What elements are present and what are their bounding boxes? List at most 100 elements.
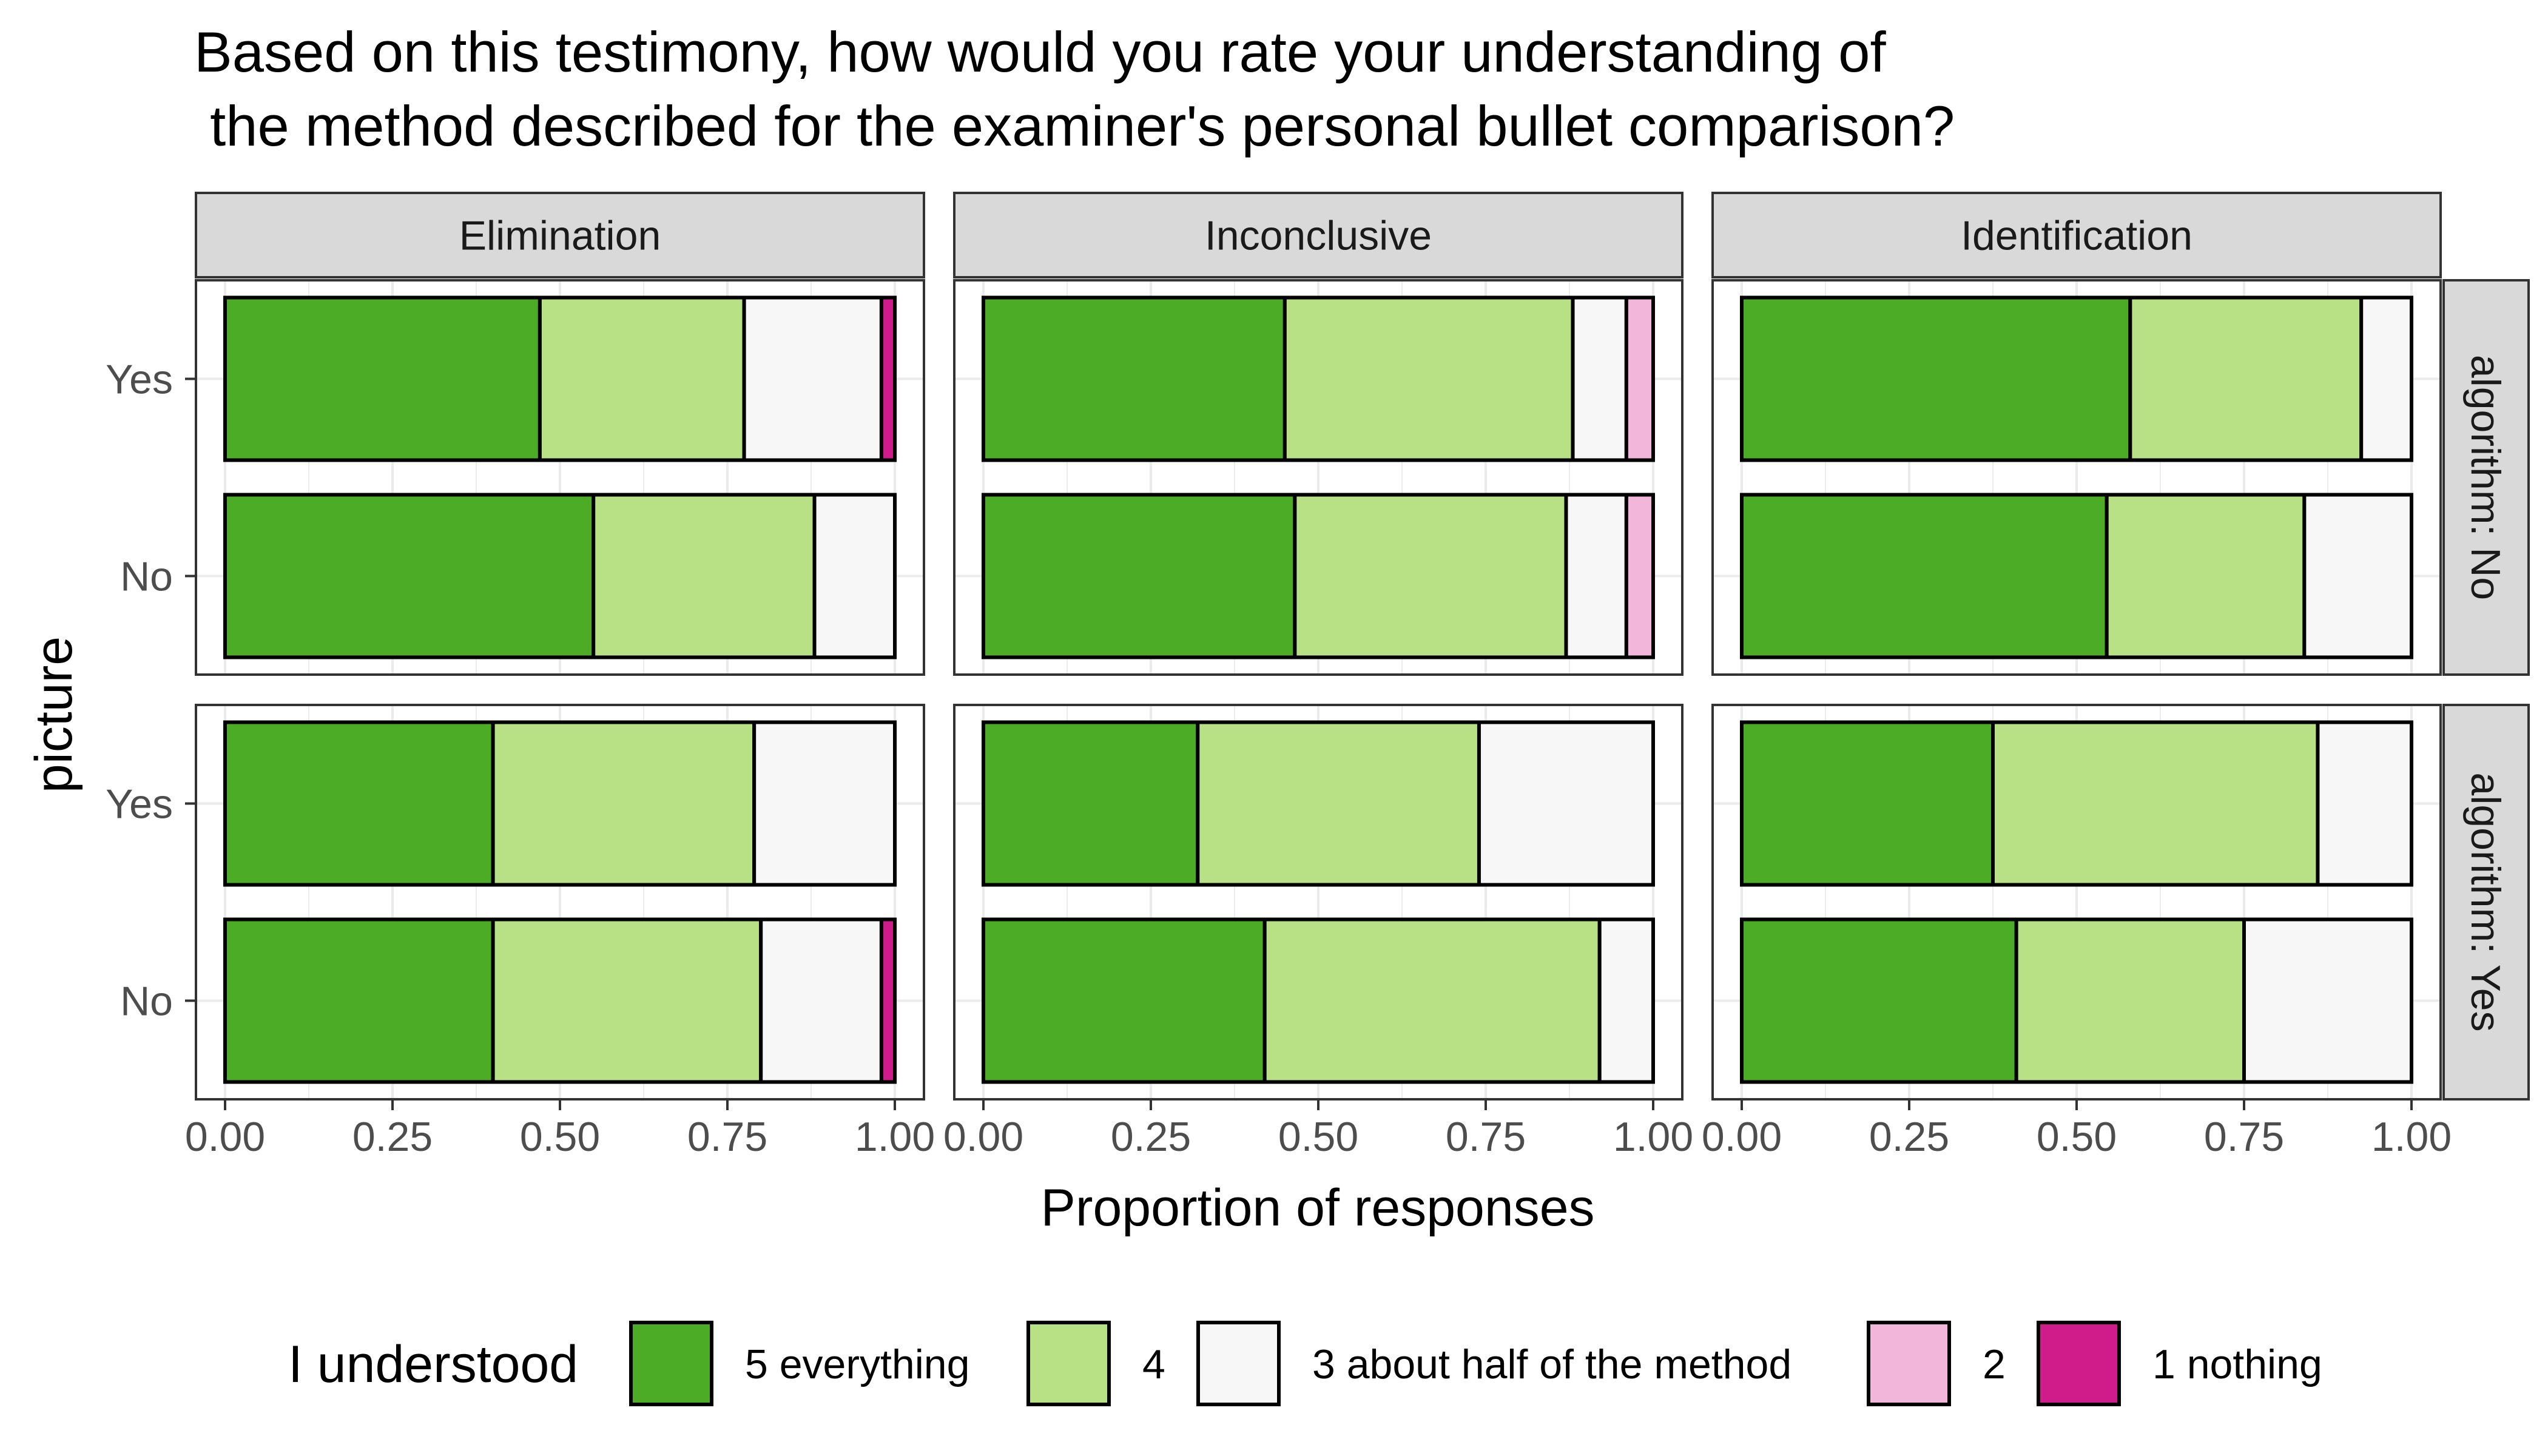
x-tick-label: 0.25 (352, 1114, 433, 1160)
bar-segment-no-4 (1262, 917, 1602, 1084)
bar-segment-no-2 (1624, 493, 1656, 659)
facet-strip-label: algorithm: No (2462, 355, 2509, 600)
legend-key (629, 1321, 713, 1406)
facet-strip-label: Identification (1961, 213, 2192, 259)
bar-segment-yes-4 (1991, 720, 2320, 887)
bar-segment-yes-2 (1624, 295, 1656, 462)
bar-segment-no-5 (982, 493, 1297, 659)
bar-segment-yes-4 (1282, 295, 1575, 462)
legend-label: 2 (1983, 1341, 2006, 1387)
y-tick-label: No (120, 554, 173, 600)
legend-item: 3 about half of the method (1196, 1321, 1791, 1406)
x-tick-label: 0.25 (1869, 1114, 1949, 1160)
bar-segment-yes-4 (538, 295, 746, 462)
bar-segment-no-3 (2242, 917, 2413, 1084)
y-axis-title: picture (25, 636, 83, 793)
panel-border (195, 279, 925, 676)
bar-segment-no-4 (592, 493, 817, 659)
x-axis-title: Proportion of responses (1040, 1179, 1594, 1237)
facet-strips: Elimination Inconclusive Identification alg… (195, 192, 2530, 1100)
panel-elimination-algorithm-no (195, 279, 925, 676)
facet-panels (195, 279, 2442, 1100)
panel-inconclusive-algorithm-yes (953, 704, 1684, 1100)
bar-segment-yes-5 (982, 720, 1200, 887)
x-tick-label: 0.50 (2037, 1114, 2117, 1160)
bar-segment-yes-4 (491, 720, 757, 887)
bar-segment-yes-3 (2359, 295, 2413, 462)
chart-title: Based on this testimony, how would you r… (194, 20, 1955, 158)
x-tick-label: 1.00 (2371, 1114, 2452, 1160)
x-tick-label: 0.25 (1111, 1114, 1191, 1160)
bar-segment-no-3 (1597, 917, 1655, 1084)
bar-segment-yes-4 (1196, 720, 1481, 887)
facet-strip-algorithm-no (2442, 279, 2530, 676)
facet-strip-label: algorithm: Yes (2462, 772, 2509, 1031)
y-tick-label: Yes (106, 781, 173, 827)
bar-segment-no-4 (2105, 493, 2307, 659)
bar-segment-yes-1 (879, 295, 897, 462)
y-tick-label: Yes (106, 357, 173, 403)
x-tick-label: 0.75 (2204, 1114, 2284, 1160)
legend-label: 5 everything (745, 1341, 969, 1387)
bar-segment-yes-3 (1477, 720, 1655, 887)
facet-strip-algorithm-yes (2442, 704, 2530, 1100)
bar-segment-no-5 (223, 917, 495, 1084)
bar-segment-no-5 (223, 493, 596, 659)
facet-strip-label: Inconclusive (1205, 213, 1432, 259)
bar-segment-no-4 (491, 917, 763, 1084)
legend-key (2037, 1321, 2121, 1406)
bar-segment-no-3 (812, 493, 897, 659)
bar-segment-no-1 (879, 917, 897, 1084)
bar-segment-yes-5 (1740, 720, 1995, 887)
facet-strip-identification (1711, 192, 2442, 278)
bar-segment-no-3 (759, 917, 883, 1084)
panel-identification-algorithm-yes (1711, 704, 2442, 1100)
x-tick-label: 0.50 (1278, 1114, 1358, 1160)
x-tick-label: 1.00 (1613, 1114, 1693, 1160)
legend-item: 2 (1867, 1321, 2006, 1406)
bar-segment-yes-3 (1571, 295, 1628, 462)
bar-segment-yes-3 (752, 720, 897, 887)
facet-strip-elimination (195, 192, 925, 278)
facet-strip-inconclusive (953, 192, 1684, 278)
bar-segment-no-5 (1740, 493, 2109, 659)
bar-segment-yes-5 (982, 295, 1287, 462)
bar-segment-no-4 (2014, 917, 2246, 1084)
legend-item: 5 everything (629, 1321, 969, 1406)
x-tick-label: 0.75 (687, 1114, 767, 1160)
chart-title-line-2: the method described for the examiner's … (194, 94, 1955, 158)
facet-strip-label: Elimination (459, 213, 661, 259)
legend-key (1026, 1321, 1111, 1406)
panel-elimination-algorithm-yes (195, 704, 925, 1100)
x-tick-label: 0.00 (1702, 1114, 1782, 1160)
bar-segment-no-3 (2302, 493, 2414, 659)
legend-key (1196, 1321, 1281, 1406)
panel-inconclusive-algorithm-no (953, 279, 1684, 676)
bar-segment-no-4 (1293, 493, 1568, 659)
legend-label: 1 nothing (2152, 1341, 2322, 1387)
legend-title: I understood (288, 1335, 578, 1394)
x-tick-label: 1.00 (855, 1114, 935, 1160)
bar-segment-yes-5 (1740, 295, 2132, 462)
bar-segment-yes-5 (223, 720, 495, 887)
axes: Yes No 0.00 0.25 0.50 0.75 1.00 Yes No 0.00 0.25 0.… (106, 357, 2452, 1161)
chart-title-line-1: Based on this testimony, how would you r… (194, 20, 1886, 84)
legend-item: 1 nothing (2037, 1321, 2322, 1406)
legend-label: 4 (1142, 1341, 1165, 1387)
bar-segment-no-3 (1564, 493, 1628, 659)
bar-segment-yes-3 (742, 295, 883, 462)
bar-segment-yes-4 (2128, 295, 2364, 462)
panel-border (953, 279, 1684, 676)
x-tick-label: 0.75 (1446, 1114, 1526, 1160)
x-tick-label: 0.50 (520, 1114, 600, 1160)
bar-segment-no-5 (1740, 917, 2018, 1084)
y-tick-label: No (120, 979, 173, 1025)
bar-segment-yes-3 (2316, 720, 2413, 887)
bar-segment-no-5 (982, 917, 1267, 1084)
legend-label: 3 about half of the method (1312, 1341, 1791, 1387)
legend-item: 4 (1026, 1321, 1165, 1406)
x-tick-label: 0.00 (185, 1114, 265, 1160)
legend: I understood 5 everything 4 3 about half of… (288, 1321, 2322, 1406)
legend-key (1867, 1321, 1951, 1406)
